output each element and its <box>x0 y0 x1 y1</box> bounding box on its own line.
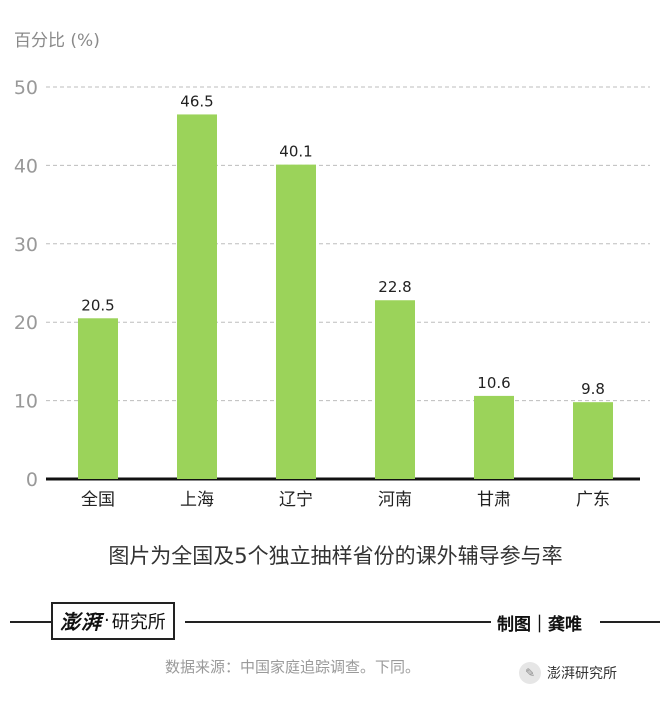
bar-value-label: 20.5 <box>81 296 114 314</box>
x-tick-label: 河南 <box>378 490 412 510</box>
x-tick-label: 辽宁 <box>279 490 313 510</box>
bar <box>276 164 316 479</box>
footer-rule-right <box>600 621 660 623</box>
x-tick-label: 广东 <box>576 490 610 510</box>
bar-chart: 0 10 20 30 40 50 20.5 全国 46.5 上海 40.1 辽宁 22.8 河南 10.6 甘… <box>14 77 650 510</box>
wechat-badge: ✎ 澎湃研究所 <box>519 662 617 684</box>
y-tick-label: 40 <box>14 155 38 177</box>
bar-value-label: 10.6 <box>477 374 510 392</box>
bar <box>474 395 514 479</box>
bar <box>78 318 118 479</box>
wechat-icon: ✎ <box>519 662 541 684</box>
bar <box>375 300 415 479</box>
logo-dot: · <box>104 610 110 631</box>
x-tick-label: 全国 <box>81 490 115 510</box>
y-tick-label: 50 <box>14 77 38 99</box>
bar <box>573 402 613 479</box>
x-tick-label: 甘肃 <box>477 490 511 510</box>
bar-value-label: 9.8 <box>581 380 605 398</box>
chart-credit: 制图｜龚唯 <box>497 615 582 635</box>
footer-rule-middle <box>185 621 491 623</box>
logo-text: 研究所 <box>111 611 166 633</box>
x-tick-label: 上海 <box>180 490 214 510</box>
y-axis-title: 百分比 (%) <box>14 31 100 51</box>
bar <box>177 114 217 479</box>
brand-logo: 澎湃 · 研究所 <box>51 602 175 640</box>
logo-brush-text: 澎湃 <box>60 610 102 634</box>
y-tick-label: 10 <box>14 391 38 413</box>
footer-rule-left <box>10 621 53 623</box>
bar-value-label: 22.8 <box>378 278 411 296</box>
y-tick-label: 20 <box>14 312 38 334</box>
bar-value-label: 46.5 <box>180 92 213 110</box>
data-source: 数据来源：中国家庭追踪调查。下同。 <box>165 658 421 676</box>
y-tick-label: 30 <box>14 234 38 256</box>
wechat-label: 澎湃研究所 <box>547 666 617 682</box>
y-tick-label: 0 <box>26 469 38 491</box>
chart-caption: 图片为全国及5个独立抽样省份的课外辅导参与率 <box>108 544 563 568</box>
bar-value-label: 40.1 <box>279 143 312 161</box>
